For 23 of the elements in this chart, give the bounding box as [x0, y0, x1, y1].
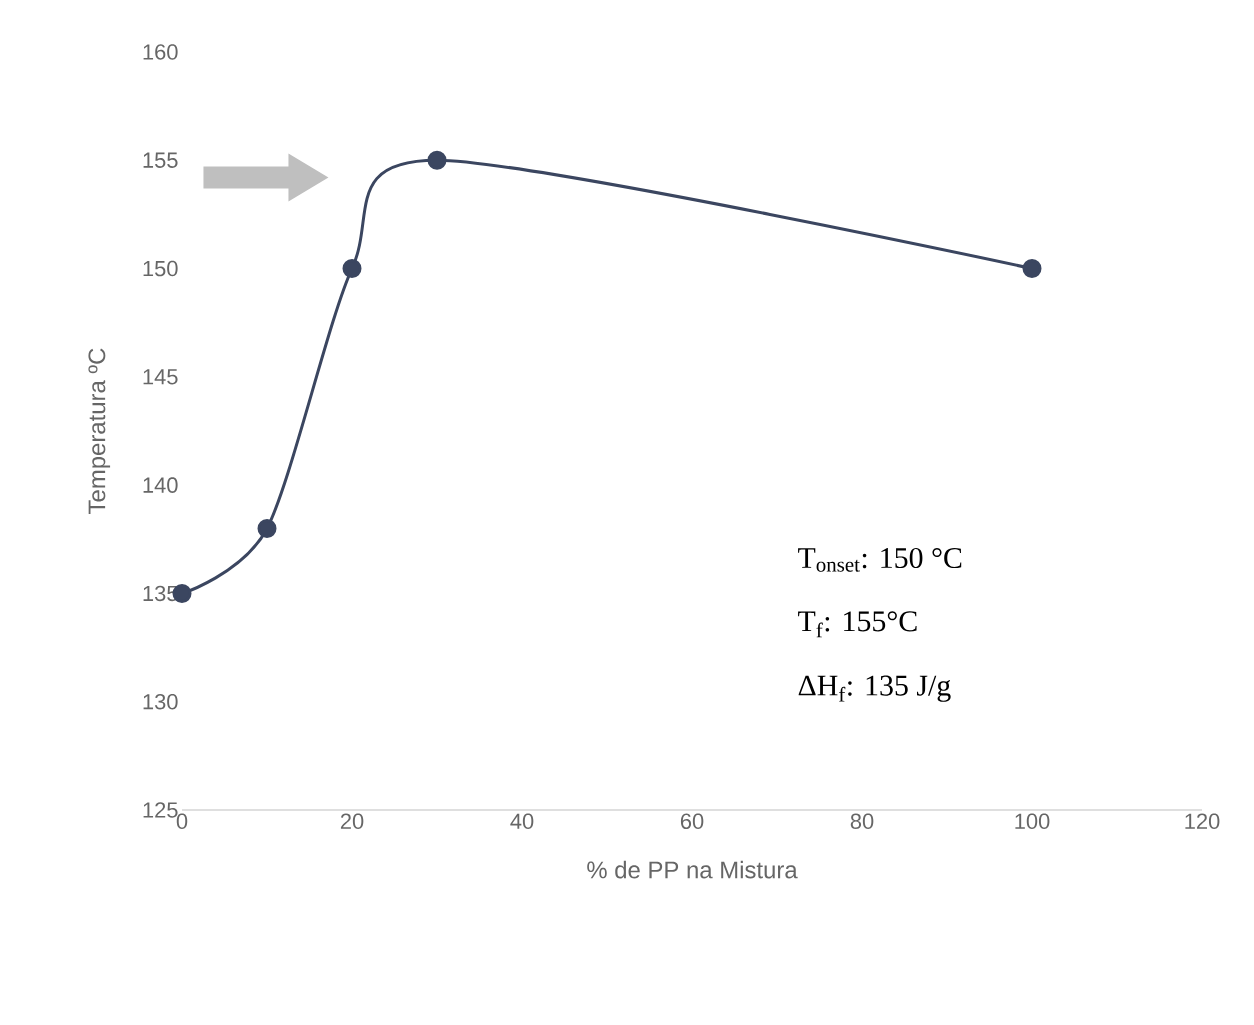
x-axis-title: % de PP na Mistura — [587, 860, 798, 879]
x-tick-label: 0 — [176, 813, 188, 830]
x-tick-label: 40 — [510, 813, 534, 830]
x-tick-label: 100 — [1015, 813, 1050, 830]
y-axis-title: Temperatura ºC — [88, 348, 111, 514]
point — [427, 150, 447, 170]
x-tick-label: 60 — [680, 813, 704, 830]
point — [342, 259, 362, 279]
y-tick-label: 160 — [143, 44, 178, 60]
point — [257, 518, 277, 538]
x-tick-label: 120 — [1185, 813, 1220, 830]
annotation: T$_{f}$: 155°C — [798, 611, 917, 638]
y-tick-label: 150 — [143, 260, 178, 277]
x-tick-label: 80 — [850, 813, 874, 830]
y-tick-label: 125 — [143, 802, 178, 818]
x-tick-label: 20 — [340, 813, 364, 830]
y-tick-label: 130 — [143, 693, 178, 710]
y-tick-label: 140 — [143, 477, 178, 493]
annotation: ΔH$_{f}$: 135 J/g — [798, 675, 951, 702]
annotation: T$_{onset}$: 150 °C — [798, 547, 962, 572]
y-tick-label: 155 — [143, 152, 178, 168]
y-tick-label: 145 — [143, 369, 178, 385]
point — [1022, 259, 1042, 279]
